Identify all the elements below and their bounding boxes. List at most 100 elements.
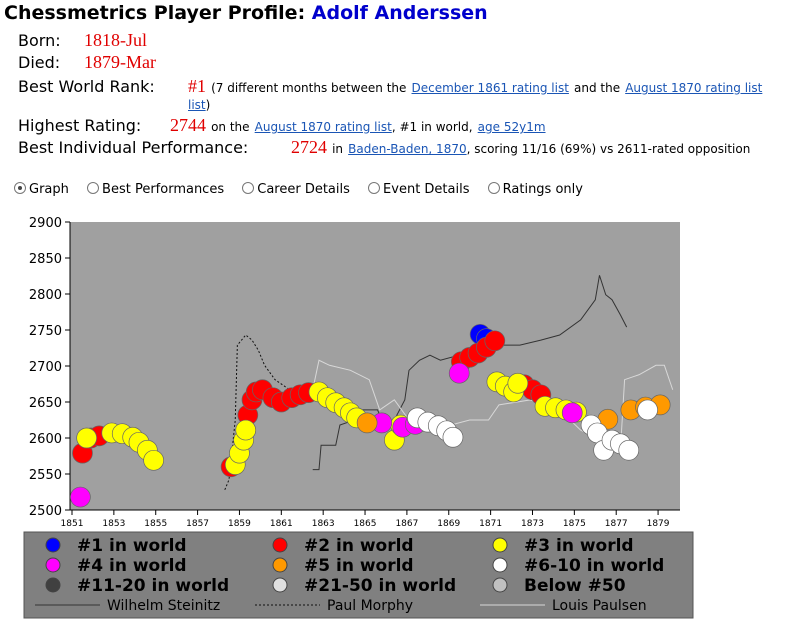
legend-label: #1 in world — [77, 536, 187, 556]
tab[interactable]: Best Performances — [87, 182, 224, 197]
x-tick-label: 1879 — [647, 519, 670, 529]
x-tick-label: 1873 — [521, 519, 544, 529]
x-tick-label: 1871 — [479, 519, 502, 529]
rating-line — [310, 359, 674, 452]
link[interactable]: age 52y1m — [477, 120, 546, 134]
x-tick-label: 1865 — [354, 519, 377, 529]
value: 1879-Mar — [84, 52, 156, 72]
legend-label: Below #50 — [524, 576, 626, 596]
rating-point — [637, 399, 658, 421]
rating-row: Highest Rating: 2744 on the August 1870 r… — [18, 115, 546, 136]
y-tick-label: 2650 — [29, 396, 62, 411]
label: Best Individual Performance: — [18, 138, 249, 157]
tab-label[interactable]: Career Details — [257, 182, 350, 197]
rating-point — [76, 427, 98, 449]
legend-marker — [272, 577, 288, 593]
note: , scoring 11/16 (69%) vs 2611-rated oppo… — [466, 142, 751, 156]
y-tick-label: 2550 — [29, 468, 62, 483]
legend-marker — [492, 537, 508, 553]
x-tick-label: 1859 — [228, 519, 251, 529]
rank-row-cont: list) — [188, 94, 210, 113]
y-tick-label: 2500 — [29, 504, 62, 519]
y-tick-label: 2850 — [29, 252, 62, 267]
label: Best World Rank: — [18, 77, 155, 96]
rating-point — [70, 486, 91, 508]
tab[interactable]: Event Details — [368, 182, 470, 197]
x-tick-label: 1851 — [61, 519, 84, 529]
note: on the — [211, 120, 250, 134]
note: and the — [574, 81, 621, 95]
died-row: Died: 1879-Mar — [18, 52, 156, 73]
x-tick-label: 1855 — [144, 519, 167, 529]
legend-label: #6-10 in world — [524, 556, 664, 576]
y-tick-label: 2750 — [29, 324, 62, 339]
rating-point — [143, 449, 164, 471]
link[interactable]: August 1870 rating list — [625, 81, 763, 95]
tab[interactable]: Ratings only — [487, 182, 583, 197]
chart: 2500 2550 2600 2650 2700 2750 2800 2850 2900 1851… — [23, 216, 694, 619]
x-tick-label: 1857 — [186, 519, 209, 529]
player-name: Adolf Anderssen — [311, 2, 488, 24]
legend-marker — [45, 577, 61, 593]
rating-point — [448, 362, 470, 384]
value: 1818-Jul — [84, 30, 147, 50]
note: ) — [205, 98, 211, 112]
tab[interactable]: Graph — [14, 182, 69, 197]
x-tick-label: 1867 — [395, 519, 418, 529]
link[interactable]: December 1861 rating list — [411, 81, 569, 95]
value: 2744 — [170, 115, 206, 135]
legend-marker — [492, 557, 508, 573]
legend-box — [23, 531, 694, 619]
link[interactable]: Baden-Baden, 1870 — [348, 142, 467, 156]
tab-label[interactable]: Event Details — [383, 182, 470, 197]
rating-point — [235, 419, 257, 441]
title-text: Chessmetrics Player Profile: — [4, 2, 306, 24]
label: Highest Rating: — [18, 116, 142, 135]
value: 2724 — [291, 137, 327, 157]
tab[interactable]: Career Details — [242, 182, 350, 197]
label: Born: — [18, 31, 61, 50]
legend-label: #4 in world — [77, 556, 187, 576]
y-tick-label: 2700 — [29, 360, 62, 375]
legend-label: Louis Paulsen — [552, 598, 647, 614]
legend-label: #3 in world — [524, 536, 634, 556]
value: #1 — [188, 76, 206, 96]
legend-label: #21-50 in world — [304, 576, 456, 596]
x-tick-label: 1869 — [437, 519, 460, 529]
x-tick-label: 1875 — [563, 519, 586, 529]
tab-label[interactable]: Ratings only — [502, 182, 583, 197]
legend-marker — [45, 557, 61, 573]
note: in — [332, 142, 344, 156]
x-tick-label: 1877 — [605, 519, 628, 529]
link[interactable]: August 1870 rating list — [254, 120, 392, 134]
legend-label: Wilhelm Steinitz — [107, 598, 220, 614]
tab-label[interactable]: Graph — [29, 182, 69, 197]
tab-label[interactable]: Best Performances — [102, 182, 225, 197]
page-title: Chessmetrics Player Profile: Adolf Ander… — [4, 2, 488, 24]
note: (7 different months between the — [211, 81, 407, 95]
legend-marker — [45, 537, 61, 553]
tabs: Graph Best Performances Career Details E… — [14, 182, 597, 197]
rating-point — [561, 402, 583, 424]
rating-point — [442, 426, 464, 448]
rating-point — [356, 412, 378, 434]
y-tick-label: 2800 — [29, 288, 62, 303]
y-tick-label: 2900 — [29, 216, 62, 231]
link[interactable]: list — [188, 98, 206, 112]
rating-point — [484, 330, 506, 352]
legend-label: #5 in world — [304, 556, 414, 576]
rating-point — [507, 372, 529, 394]
legend-marker — [272, 537, 288, 553]
legend-label: Paul Morphy — [327, 598, 413, 614]
x-tick-label: 1861 — [270, 519, 293, 529]
label: Died: — [18, 53, 61, 72]
born-row: Born: 1818-Jul — [18, 30, 147, 51]
x-tick-label: 1863 — [312, 519, 335, 529]
legend-label: #2 in world — [304, 536, 414, 556]
note: , #1 in world, — [391, 120, 473, 134]
x-tick-label: 1853 — [102, 519, 125, 529]
legend-marker — [272, 557, 288, 573]
rank-row: Best World Rank: #1 (7 different months b… — [18, 76, 762, 97]
